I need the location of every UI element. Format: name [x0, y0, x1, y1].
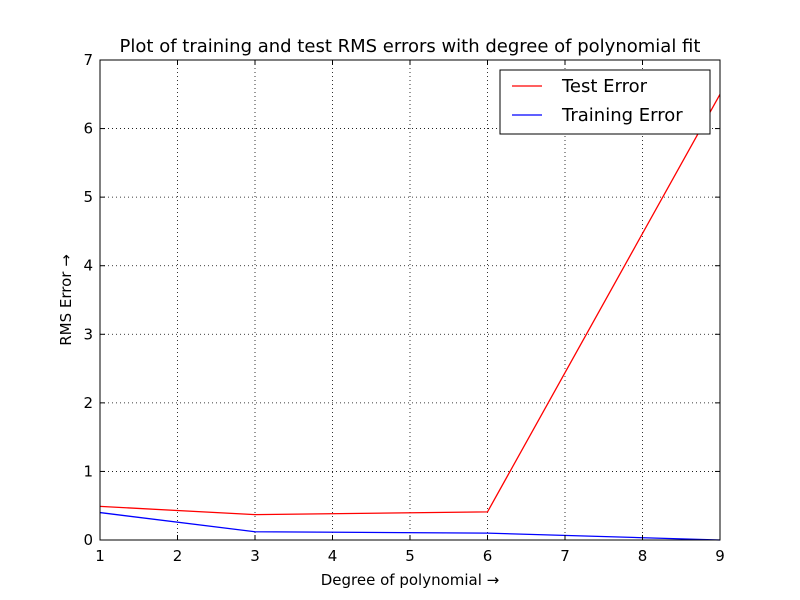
x-tick-label: 2 — [173, 547, 183, 565]
series-line-test-error — [99, 93, 721, 516]
x-tick-label: 5 — [405, 547, 415, 565]
x-tick-label: 6 — [483, 547, 493, 565]
legend-label-test-error: Test Error — [561, 76, 648, 97]
x-tick-label: 7 — [560, 547, 570, 565]
y-tick-label: 3 — [83, 325, 93, 343]
x-tick-label: 8 — [638, 547, 648, 565]
y-tick-label: 0 — [83, 531, 93, 549]
series-lines — [99, 93, 721, 541]
y-tick-label: 2 — [83, 394, 93, 412]
y-tick-label: 4 — [83, 257, 93, 275]
chart-title: Plot of training and test RMS errors wit… — [120, 36, 701, 57]
y-tick-label: 1 — [83, 462, 93, 480]
series-line-training-error — [99, 511, 721, 541]
x-axis-label: Degree of polynomial → — [321, 571, 500, 589]
y-axis-label: RMS Error → — [57, 254, 75, 346]
legend-label-training-error: Training Error — [561, 105, 683, 126]
legend: Test Error Training Error — [499, 69, 711, 135]
y-tick-label: 7 — [83, 51, 93, 69]
y-tick-label: 6 — [83, 120, 93, 138]
x-tick-label: 3 — [250, 547, 260, 565]
y-tick-label: 5 — [83, 188, 93, 206]
x-tick-label: 1 — [95, 547, 105, 565]
legend-box — [499, 69, 711, 135]
x-tick-label: 9 — [715, 547, 725, 565]
x-tick-label: 4 — [328, 547, 338, 565]
